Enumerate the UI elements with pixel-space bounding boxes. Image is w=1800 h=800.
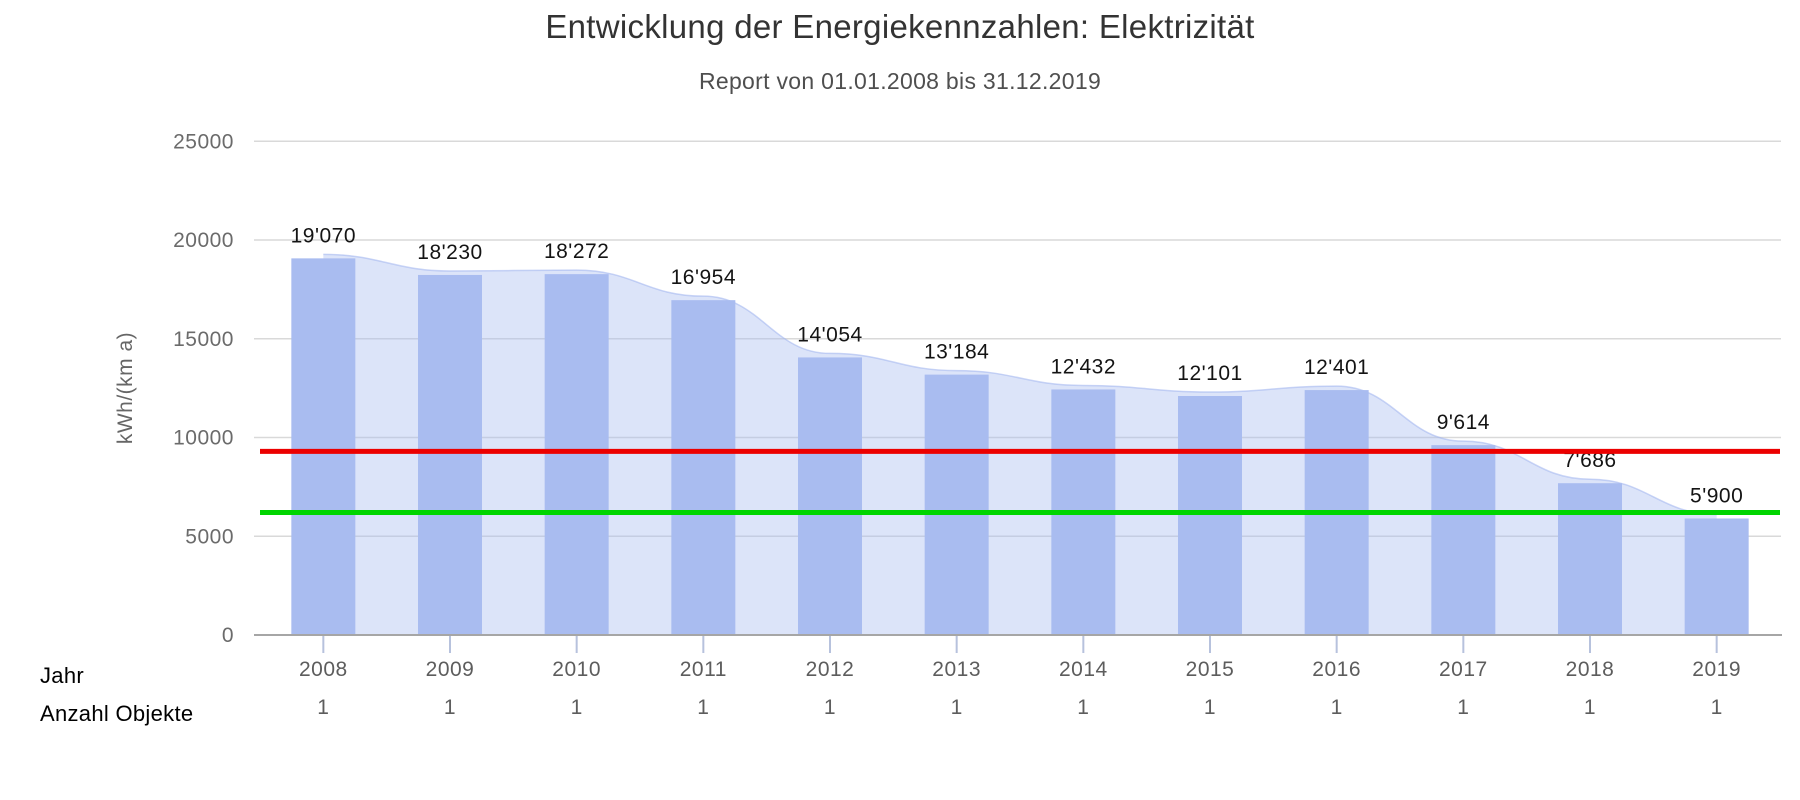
object-count-2018: 1 [1584,696,1596,719]
bar-2017[interactable] [1431,445,1496,635]
trend-area-edge [323,253,1717,516]
bar-2019[interactable] [1684,518,1749,635]
object-count-2013: 1 [951,696,963,719]
bar-value-label-2012: 14'054 [797,323,862,346]
bar-value-label-2014: 12'432 [1051,355,1116,378]
object-count-2017: 1 [1457,696,1469,719]
y-tick-label-15000: 15000 [173,328,234,351]
y-tick-label-10000: 10000 [173,427,234,450]
x-axis-row-label-object-count: Anzahl Objekte [40,701,194,726]
object-count-2010: 1 [571,696,583,719]
x-tick-label-2017: 2017 [1439,658,1488,681]
bar-value-label-2011: 16'954 [671,266,736,289]
chart-subtitle: Report von 01.01.2008 bis 31.12.2019 [698,68,1102,94]
x-tick-label-2010: 2010 [552,658,601,681]
bar-value-label-2009: 18'230 [417,241,482,264]
bar-value-label-2008: 19'070 [291,224,356,247]
bar-2011[interactable] [671,300,736,635]
bar-2010[interactable] [544,274,609,635]
x-axis-row-label-year: Jahr [40,663,84,688]
bar-2015[interactable] [1178,396,1242,635]
bar-2012[interactable] [798,357,862,635]
object-count-2011: 1 [697,696,709,719]
object-count-2014: 1 [1077,696,1089,719]
bar-2013[interactable] [924,374,989,635]
bar-2009[interactable] [418,274,482,635]
y-tick-label-20000: 20000 [173,229,234,252]
y-tick-label-0: 0 [222,624,234,647]
x-tick-label-2016: 2016 [1312,658,1361,681]
y-tick-label-5000: 5000 [185,525,234,548]
object-count-2015: 1 [1204,696,1216,719]
object-count-2012: 1 [824,696,836,719]
bar-value-label-2018: 7'686 [1563,449,1616,472]
object-count-2019: 1 [1711,696,1723,719]
x-tick-label-2018: 2018 [1566,658,1615,681]
object-count-2008: 1 [317,696,329,719]
x-tick-label-2015: 2015 [1186,658,1235,681]
bar-value-label-2016: 12'401 [1304,356,1369,379]
bar-value-label-2019: 5'900 [1690,484,1743,507]
trend-area [323,254,1717,635]
bar-value-label-2015: 12'101 [1177,362,1242,385]
object-count-2009: 1 [444,696,456,719]
bar-2018[interactable] [1558,483,1622,635]
x-tick-label-2019: 2019 [1692,658,1741,681]
x-tick-label-2012: 2012 [806,658,855,681]
bar-value-label-2010: 18'272 [544,240,609,263]
bar-value-label-2013: 13'184 [924,341,989,364]
object-count-2016: 1 [1331,696,1343,719]
chart-title: Entwicklung der Energiekennzahlen: Elekt… [545,8,1255,45]
x-tick-label-2009: 2009 [426,658,475,681]
y-tick-label-25000: 25000 [173,130,234,153]
x-tick-label-2013: 2013 [932,658,981,681]
bar-value-label-2017: 9'614 [1437,411,1490,434]
x-tick-label-2011: 2011 [680,658,727,681]
x-tick-label-2008: 2008 [299,658,348,681]
x-tick-label-2014: 2014 [1059,658,1108,681]
bar-2008[interactable] [291,258,356,635]
